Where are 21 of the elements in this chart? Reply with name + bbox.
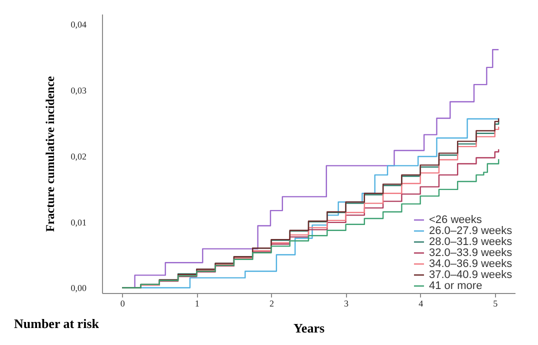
x-tick-label: 2	[269, 298, 274, 308]
legend-label: 32.0–33.9 weeks	[429, 247, 513, 259]
x-tick-label: 4	[418, 298, 424, 308]
y-tick-label: 0,02	[70, 151, 86, 162]
legend-label: 26.0–27.9 weeks	[429, 225, 513, 237]
y-tick-label: 0,01	[70, 217, 86, 228]
x-axis-title: Years	[293, 320, 325, 336]
x-tick-label: 5	[493, 298, 498, 308]
legend-label: 34.0–36.9 weeks	[429, 258, 513, 270]
text: Number at risk	[14, 316, 99, 332]
y-tick-label: 0,03	[70, 85, 87, 96]
legend-label: 41 or more	[429, 280, 482, 292]
x-tick-label: 3	[344, 298, 350, 308]
legend-label: <26 weeks	[429, 214, 482, 226]
legend-label: 37.0–40.9 weeks	[429, 269, 513, 281]
x-tick-label: 1	[194, 298, 200, 308]
y-tick-label: 0,00	[70, 283, 87, 294]
legend-label: 28.0–31.9 weeks	[429, 236, 513, 248]
y-tick-label: 0,04	[70, 19, 87, 30]
x-tick-label: 0	[120, 298, 126, 308]
y-axis-title: Fracture cumulative incidence	[42, 75, 57, 232]
